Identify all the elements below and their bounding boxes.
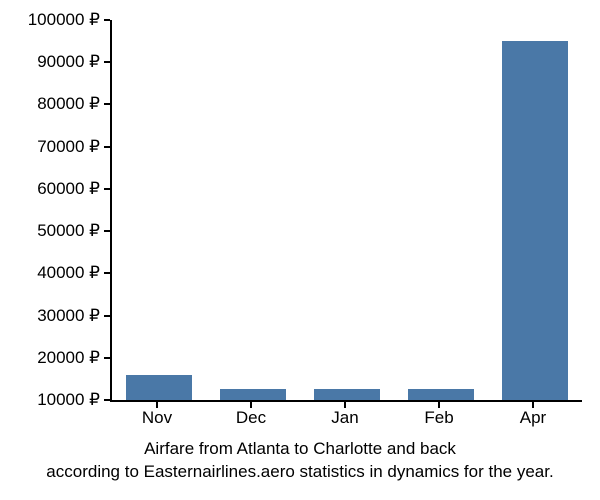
- y-axis-tick-label: 80000 ₽: [0, 94, 100, 114]
- y-axis-tick-mark: [104, 315, 110, 317]
- bar: [408, 389, 474, 400]
- y-axis-tick-label: 60000 ₽: [0, 179, 100, 199]
- y-axis-tick-mark: [104, 188, 110, 190]
- y-axis-tick-label: 100000 ₽: [0, 10, 100, 30]
- x-axis-tick-label: Apr: [520, 408, 546, 428]
- x-axis-tick-label: Jan: [331, 408, 358, 428]
- y-axis-tick-mark: [104, 103, 110, 105]
- y-axis-tick-label: 20000 ₽: [0, 348, 100, 368]
- y-axis-tick-label: 40000 ₽: [0, 263, 100, 283]
- y-axis-tick-mark: [104, 19, 110, 21]
- y-axis-tick-mark: [104, 146, 110, 148]
- bar: [502, 41, 568, 400]
- y-axis-tick-mark: [104, 399, 110, 401]
- y-axis-tick-label: 90000 ₽: [0, 52, 100, 72]
- y-axis-tick-label: 30000 ₽: [0, 306, 100, 326]
- caption-line-2: according to Easternairlines.aero statis…: [46, 462, 553, 481]
- bar: [220, 389, 286, 400]
- y-axis-tick-mark: [104, 61, 110, 63]
- x-axis-tick-label: Nov: [142, 408, 172, 428]
- y-axis-tick-label: 70000 ₽: [0, 137, 100, 157]
- chart-caption: Airfare from Atlanta to Charlotte and ba…: [0, 438, 600, 484]
- airfare-chart: Airfare from Atlanta to Charlotte and ba…: [0, 0, 600, 500]
- x-axis-tick-label: Feb: [424, 408, 453, 428]
- x-axis-tick-label: Dec: [236, 408, 266, 428]
- y-axis-tick-label: 50000 ₽: [0, 221, 100, 241]
- y-axis-tick-mark: [104, 230, 110, 232]
- bar: [126, 375, 192, 400]
- y-axis-tick-mark: [104, 357, 110, 359]
- bar: [314, 389, 380, 400]
- y-axis-tick-mark: [104, 272, 110, 274]
- plot-area: [110, 20, 582, 402]
- caption-line-1: Airfare from Atlanta to Charlotte and ba…: [144, 439, 456, 458]
- y-axis-tick-label: 10000 ₽: [0, 390, 100, 410]
